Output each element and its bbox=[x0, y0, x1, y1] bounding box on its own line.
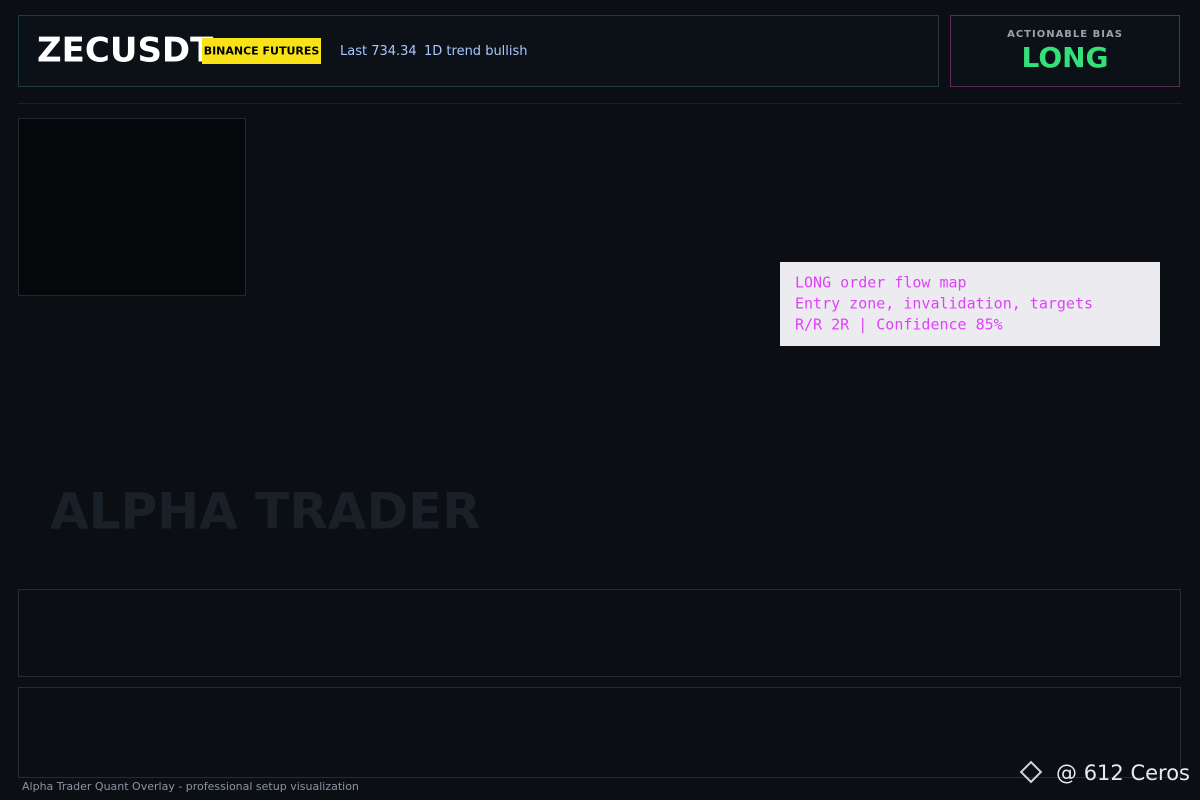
annotation-line: LONG order flow map bbox=[795, 274, 967, 292]
bias-box bbox=[950, 15, 1180, 87]
handle: @ 612 Ceros bbox=[1056, 761, 1190, 785]
annotation-box bbox=[780, 262, 1160, 346]
momentum-frame bbox=[18, 687, 1181, 778]
last-price: Last 734.34 bbox=[340, 44, 417, 59]
badge bbox=[202, 38, 321, 64]
badge-text: BINANCE FUTURES bbox=[204, 45, 320, 58]
bias-label: ACTIONABLE BIAS bbox=[1007, 29, 1123, 40]
trend: 1D trend bullish bbox=[424, 44, 528, 59]
annotation-line: Entry zone, invalidation, targets bbox=[795, 295, 1093, 313]
info-table bbox=[18, 118, 246, 296]
footer-caption: Alpha Trader Quant Overlay - professiona… bbox=[22, 780, 359, 793]
logo bbox=[1019, 760, 1043, 784]
symbol-title: ZECUSDT bbox=[37, 31, 214, 71]
bias-value: LONG bbox=[1021, 41, 1108, 74]
oscillator-frame bbox=[18, 589, 1181, 677]
watermark: ALPHA TRADER bbox=[50, 483, 481, 541]
header-box bbox=[18, 15, 939, 87]
logo-diamond bbox=[1019, 760, 1043, 784]
annotation-line: R/R 2R | Confidence 85% bbox=[795, 316, 1003, 334]
